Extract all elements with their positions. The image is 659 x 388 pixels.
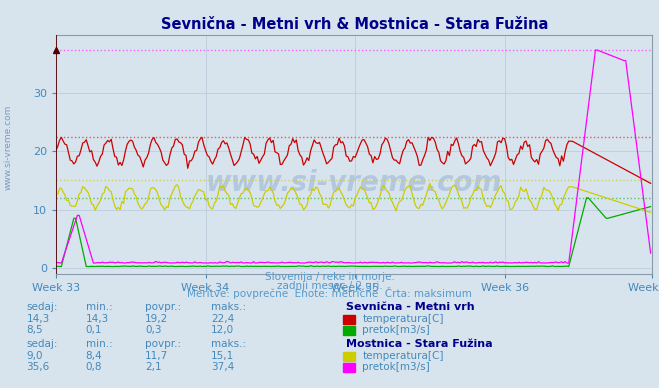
Text: pretok[m3/s]: pretok[m3/s] xyxy=(362,325,430,335)
Text: www.si-vreme.com: www.si-vreme.com xyxy=(3,105,13,190)
Text: 15,1: 15,1 xyxy=(211,351,234,361)
Text: 19,2: 19,2 xyxy=(145,314,168,324)
Text: 14,3: 14,3 xyxy=(26,314,49,324)
Text: temperatura[C]: temperatura[C] xyxy=(362,314,444,324)
Text: 37,4: 37,4 xyxy=(211,362,234,372)
Title: Sevnična - Metni vrh & Mostnica - Stara Fužina: Sevnična - Metni vrh & Mostnica - Stara … xyxy=(161,17,548,32)
Text: Mostnica - Stara Fužina: Mostnica - Stara Fužina xyxy=(346,339,492,349)
Text: 8,5: 8,5 xyxy=(26,325,43,335)
Text: 35,6: 35,6 xyxy=(26,362,49,372)
Text: min.:: min.: xyxy=(86,302,113,312)
Text: 2,1: 2,1 xyxy=(145,362,161,372)
Text: 14,3: 14,3 xyxy=(86,314,109,324)
Text: 22,4: 22,4 xyxy=(211,314,234,324)
Text: 0,3: 0,3 xyxy=(145,325,161,335)
Text: 0,1: 0,1 xyxy=(86,325,102,335)
Text: zadnji mesec / 2 uri.: zadnji mesec / 2 uri. xyxy=(277,281,382,291)
Text: maks.:: maks.: xyxy=(211,339,246,349)
Text: povpr.:: povpr.: xyxy=(145,339,181,349)
Text: pretok[m3/s]: pretok[m3/s] xyxy=(362,362,430,372)
Text: temperatura[C]: temperatura[C] xyxy=(362,351,444,361)
Text: 12,0: 12,0 xyxy=(211,325,234,335)
Text: povpr.:: povpr.: xyxy=(145,302,181,312)
Text: sedaj:: sedaj: xyxy=(26,339,58,349)
Text: 9,0: 9,0 xyxy=(26,351,43,361)
Text: www.si-vreme.com: www.si-vreme.com xyxy=(206,169,502,197)
Text: sedaj:: sedaj: xyxy=(26,302,58,312)
Text: 0,8: 0,8 xyxy=(86,362,102,372)
Text: 11,7: 11,7 xyxy=(145,351,168,361)
Text: 8,4: 8,4 xyxy=(86,351,102,361)
Text: Meritve: povprečne  Enote: metrične  Črta: maksimum: Meritve: povprečne Enote: metrične Črta:… xyxy=(187,287,472,299)
Text: Sevnična - Metni vrh: Sevnična - Metni vrh xyxy=(346,302,474,312)
Text: maks.:: maks.: xyxy=(211,302,246,312)
Text: min.:: min.: xyxy=(86,339,113,349)
Text: Slovenija / reke in morje.: Slovenija / reke in morje. xyxy=(264,272,395,282)
